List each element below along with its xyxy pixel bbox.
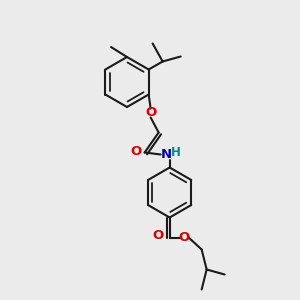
Text: O: O	[178, 231, 189, 244]
Text: H: H	[171, 146, 181, 159]
Text: O: O	[145, 106, 156, 119]
Text: O: O	[152, 229, 163, 242]
Text: O: O	[130, 145, 141, 158]
Text: N: N	[161, 148, 172, 161]
